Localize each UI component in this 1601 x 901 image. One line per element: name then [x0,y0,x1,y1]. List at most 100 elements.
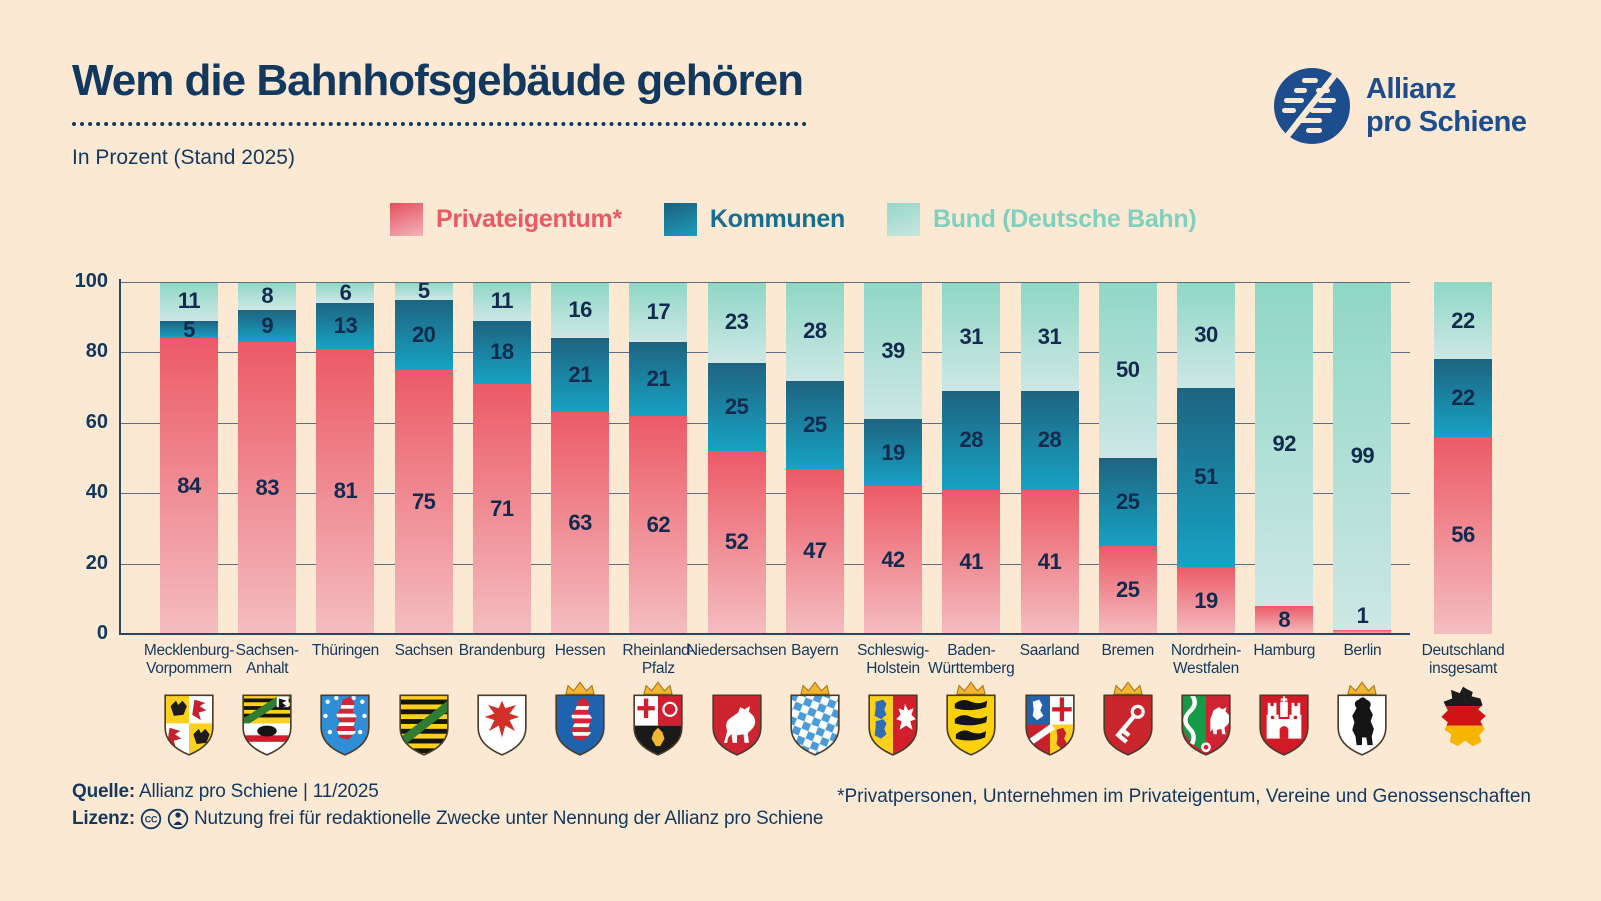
legend-item-kommunen: Kommunen [663,203,845,236]
coat-of-arms-bw [945,680,997,756]
bar-nw: 30 51 19 [1176,282,1235,634]
legend-swatch-bund [886,203,920,236]
value-label-kommunen-sh: 19 [881,439,905,465]
x-label-st: Sachsen- Anhalt [235,642,299,677]
allianz-pro-schiene-logo: Allianz pro Schiene [1272,66,1527,146]
value-label-bund-hh: 92 [1272,430,1296,456]
value-label-bund-sh: 39 [881,337,905,363]
bar-segment-kommunen-he: 21 [551,338,610,413]
value-label-kommunen-rp: 21 [646,365,671,391]
legend-item-bund: Bund (Deutsche Bahn) [886,203,1197,236]
bar-segment-privateigentum-he: 63 [551,412,610,634]
value-label-privateigentum-rp: 62 [646,511,671,537]
value-label-privateigentum-sl: 41 [1037,548,1062,574]
bar-segment-bund-bb: 11 [472,282,531,321]
bar-segment-privateigentum-sl: 41 [1020,489,1079,634]
legend-item-privateigentum: Privateigentum* [390,203,622,236]
coat-of-arms-sh [867,680,919,756]
bar-bw: 31 28 41 [942,282,1001,634]
license-label: Lizenz: [72,808,135,829]
bar-be: 99 1 [1333,282,1392,634]
bar-segment-privateigentum-be: 1 [1333,605,1392,634]
footnote: *Privatpersonen, Unternehmen im Privatei… [837,786,1531,807]
bar-sn: 5 20 75 [394,277,453,634]
coat-of-arms-be [1336,680,1388,756]
bar-segment-kommunen-rp: 21 [629,341,688,416]
bar-segment-bund-hh: 92 [1255,282,1314,606]
coat-of-arms-by [789,680,841,756]
value-label-kommunen-hb: 25 [1116,489,1140,514]
value-label-bund-he: 16 [568,297,592,323]
value-label-bund-hb: 50 [1116,357,1140,382]
value-label-bund-rp: 17 [646,298,671,324]
x-label-sh: Schleswig- Holstein [857,642,930,677]
bar-st: 8 9 83 [238,282,297,634]
value-label-bund-bb: 11 [490,288,514,314]
bar-segment-privateigentum-hb: 25 [1098,546,1157,634]
bar-segment-privateigentum-ni: 52 [707,450,766,634]
logo-wordmark: Allianz pro Schiene [1366,73,1527,138]
x-label-bb: Brandenburg [458,642,546,659]
x-axis-line [119,633,1410,635]
source-text: Allianz pro Schiene | 11/2025 [139,781,379,802]
value-label-kommunen-sl: 28 [1037,427,1062,453]
y-axis-line [119,279,121,635]
value-label-bund-nw: 30 [1194,321,1218,347]
x-label-de: Deutschland insgesamt [1421,642,1505,677]
title-dotted-divider [72,122,807,126]
value-label-privateigentum-bw: 41 [959,548,984,574]
x-label-hb: Bremen [1101,642,1155,659]
x-label-rp: Rheinland- Pfalz [622,642,695,677]
y-tick-label-20: 20 [85,551,108,574]
coat-of-arms-hb [1102,680,1154,756]
germany-map-icon [1437,680,1489,756]
bar-segment-privateigentum-th: 81 [316,348,375,634]
value-label-privateigentum-hh: 8 [1278,606,1291,632]
bar-segment-bund-st: 8 [238,282,297,311]
license-line: Lizenz: CC Nutzung frei für redaktionell… [72,808,823,830]
chart-legend: Privateigentum* Kommunen Bund (Deutsche Ba… [390,203,1197,236]
value-label-kommunen-he: 21 [568,362,592,388]
coat-of-arms-sn [398,680,450,756]
x-label-bw: Baden- Württemberg [928,642,1015,677]
bar-segment-privateigentum-mv: 84 [160,338,218,634]
bar-segment-privateigentum-rp: 62 [629,415,688,634]
coat-of-arms-th [319,680,371,756]
x-label-sn: Sachsen [394,642,454,659]
bar-segment-privateigentum-hh: 8 [1255,605,1314,634]
coat-of-arms-hh [1258,680,1310,756]
x-label-by: Bayern [791,642,839,659]
bar-segment-kommunen-bw: 28 [942,391,1001,490]
cc-by-attribution-icon [167,808,189,830]
value-label-bund-sn: 5 [417,277,430,303]
bar-segment-bund-sn: 5 [394,277,453,303]
legend-label-kommunen: Kommunen [709,205,845,233]
value-label-kommunen-nw: 51 [1194,464,1218,490]
y-tick-label-0: 0 [96,622,108,644]
value-label-privateigentum-st: 83 [255,474,279,500]
legend-swatch-kommunen [663,203,697,236]
value-label-privateigentum-de: 56 [1451,522,1475,548]
bar-segment-kommunen-by: 25 [785,380,844,469]
coat-of-arms-ni [711,680,763,756]
license-text: Nutzung frei für redaktionelle Zwecke un… [194,808,824,829]
coat-of-arms-nw [1180,680,1232,756]
bar-segment-bund-hb: 50 [1098,282,1157,458]
bar-segment-kommunen-th: 13 [316,303,375,349]
bar-segment-privateigentum-sn: 75 [394,369,453,634]
bar-segment-bund-he: 16 [551,282,610,339]
bar-he: 16 21 63 [551,282,610,634]
value-label-privateigentum-ni: 52 [724,529,749,555]
value-label-kommunen-de: 22 [1451,385,1475,411]
bar-segment-bund-ni: 23 [707,282,766,363]
bar-segment-privateigentum-st: 83 [238,341,297,634]
bar-segment-bund-mv: 11 [160,282,218,321]
legend-label-bund: Bund (Deutsche Bahn) [932,205,1197,233]
bar-hh: 92 8 [1255,282,1314,634]
coat-of-arms-sl [1024,680,1076,756]
bar-segment-kommunen-sn: 20 [394,299,453,370]
bar-segment-kommunen-sl: 28 [1020,391,1079,490]
value-label-kommunen-bw: 28 [959,427,984,453]
value-label-privateigentum-by: 47 [803,538,827,564]
